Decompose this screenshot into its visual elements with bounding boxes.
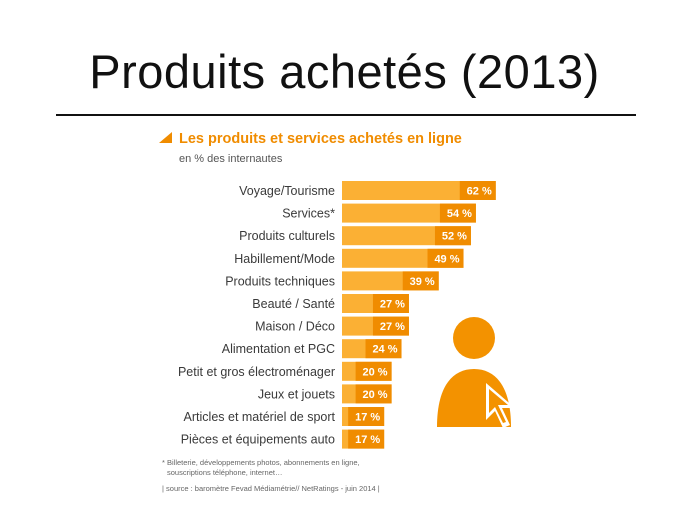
bar-value-label-6: 27 % (380, 299, 405, 311)
bars-group: 62 % Voyage/Tourisme 54 % Services* 52 % Prod… (178, 181, 496, 449)
chart-subtitle: en % des internautes (179, 153, 283, 165)
chart-title: Les produits et services achetés en lign… (179, 131, 462, 147)
bar-value-label-5: 39 % (410, 276, 435, 288)
category-label-12: Pièces et équipements auto (181, 433, 335, 447)
category-label-7: Maison / Déco (255, 320, 335, 334)
bar-value-tab-11 (348, 407, 385, 426)
bar-value-label-12: 17 % (355, 434, 380, 446)
bar-value-tab-4 (427, 248, 464, 268)
category-label-3: Produits culturels (239, 229, 335, 243)
category-label-11: Articles et matériel de sport (184, 410, 336, 424)
category-label-8: Alimentation et PGC (222, 342, 335, 356)
bar-value-label-7: 27 % (380, 321, 405, 333)
bar-value-tab-8 (365, 339, 402, 359)
category-label-4: Habillement/Mode (234, 252, 335, 266)
bar-value-label-8: 24 % (372, 344, 397, 356)
cursor-arrow-icon (486, 383, 515, 428)
source-note: | source : baromètre Fevad Médiamétrie//… (162, 484, 380, 493)
bar-value-tab-12 (348, 429, 385, 449)
bar-value-label-10: 20 % (363, 389, 388, 401)
bar-value-tab-2 (439, 203, 476, 223)
bar-value-label-1: 62 % (467, 186, 492, 198)
category-label-1: Voyage/Tourisme (239, 184, 335, 198)
slide-title: Produits achetés (2013) (89, 45, 600, 98)
bar-value-label-11: 17 % (355, 412, 380, 424)
bar-value-tab-1 (459, 181, 496, 200)
footnote-line-1: * Billeterie, développements photos, abo… (162, 458, 360, 467)
triangle-marker-icon (159, 132, 172, 143)
bar-value-label-3: 52 % (442, 231, 467, 243)
bar-value-label-2: 54 % (447, 208, 472, 220)
title-divider (56, 114, 636, 116)
bar-value-tab-10 (355, 384, 392, 404)
category-label-10: Jeux et jouets (258, 387, 335, 401)
bar-value-tab-9 (355, 361, 392, 381)
bar-value-tab-6 (372, 294, 409, 313)
bar-1 (342, 181, 496, 200)
bar-value-tab-7 (372, 316, 409, 336)
category-label-2: Services* (282, 207, 335, 221)
bar-value-tab-5 (402, 271, 439, 291)
category-label-5: Produits techniques (225, 274, 335, 288)
category-label-9: Petit et gros électroménager (178, 365, 335, 379)
bar-value-label-4: 49 % (434, 253, 459, 265)
bar-value-tab-3 (434, 226, 471, 246)
footnote-line-2: souscriptions téléphone, internet… (167, 468, 283, 477)
bar-value-label-9: 20 % (363, 366, 388, 378)
category-label-6: Beauté / Santé (252, 297, 335, 311)
